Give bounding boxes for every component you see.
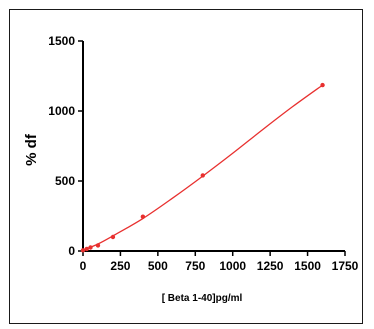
data-point (84, 246, 89, 252)
x-tick-label: 500 (148, 259, 168, 273)
y-tick-label: 0 (68, 244, 75, 258)
data-point (320, 82, 325, 88)
x-tick-label: 750 (185, 259, 205, 273)
y-tick-label: 1000 (48, 104, 75, 118)
x-tick-label: 0 (80, 259, 87, 273)
x-axis-title: [ Beta 1-40]pg/ml (162, 293, 243, 304)
x-tick-label: 1750 (332, 259, 359, 273)
x-tick-label: 1000 (219, 259, 246, 273)
x-tick-label: 1250 (257, 259, 284, 273)
data-point (110, 234, 116, 240)
x-tick-label: 250 (110, 259, 130, 273)
data-point (95, 243, 101, 248)
y-axis-title: % df (23, 133, 40, 166)
y-tick-label: 500 (55, 174, 75, 188)
ticks: 0 250 500 750 1000 1250 1500 1750 0 500 1000 1500 (48, 34, 358, 273)
data-point (80, 248, 86, 253)
axes (82, 41, 345, 252)
data-point (200, 173, 205, 178)
fit-curve (82, 84, 323, 251)
x-tick-label: 1500 (294, 259, 321, 273)
data-point (140, 214, 146, 219)
data-points (80, 82, 325, 253)
chart-frame (9, 9, 363, 324)
y-tick-label: 1500 (48, 34, 75, 48)
data-point (88, 245, 93, 250)
